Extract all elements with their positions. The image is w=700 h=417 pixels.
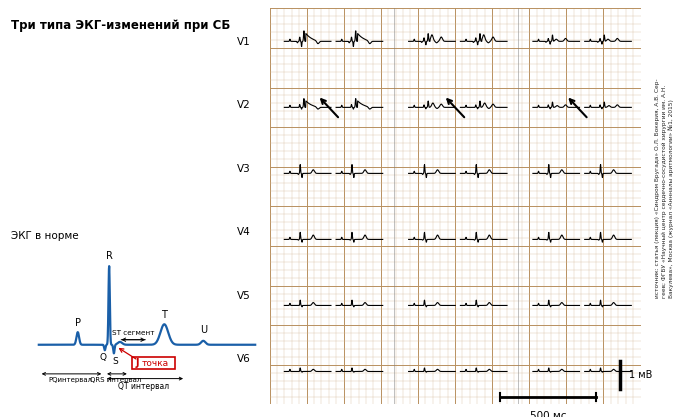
Text: V3: V3 <box>237 164 251 174</box>
Text: PQинтервал: PQинтервал <box>48 377 92 383</box>
Text: Q: Q <box>99 354 106 362</box>
Text: R: R <box>106 251 113 261</box>
Text: QRS интервал: QRS интервал <box>90 377 141 383</box>
Text: P: P <box>75 318 80 328</box>
Text: источник: статья (лекция) «Синдром Бругада» О.Л. Бокерия, А.В. Сер-
геев; ФГБУ «: источник: статья (лекция) «Синдром Бруга… <box>654 79 674 298</box>
Text: ЭКГ в норме: ЭКГ в норме <box>11 231 78 241</box>
Text: 1 мВ: 1 мВ <box>629 370 652 380</box>
Text: V4: V4 <box>237 227 251 237</box>
Text: V5: V5 <box>237 291 251 301</box>
Text: J: J <box>136 358 139 368</box>
Text: U: U <box>199 325 206 335</box>
Text: V2: V2 <box>237 100 251 111</box>
Text: 500 мс: 500 мс <box>529 411 566 417</box>
Text: V1: V1 <box>237 37 251 47</box>
Text: T: T <box>162 310 167 320</box>
FancyBboxPatch shape <box>132 357 175 369</box>
Text: QT интервал: QT интервал <box>118 382 169 391</box>
Text: точка: точка <box>141 359 169 368</box>
Text: Три типа ЭКГ-изменений при СБ: Три типа ЭКГ-изменений при СБ <box>11 19 230 32</box>
Text: ST сегмент: ST сегмент <box>112 330 155 336</box>
Text: S: S <box>112 357 118 367</box>
Text: V6: V6 <box>237 354 251 364</box>
